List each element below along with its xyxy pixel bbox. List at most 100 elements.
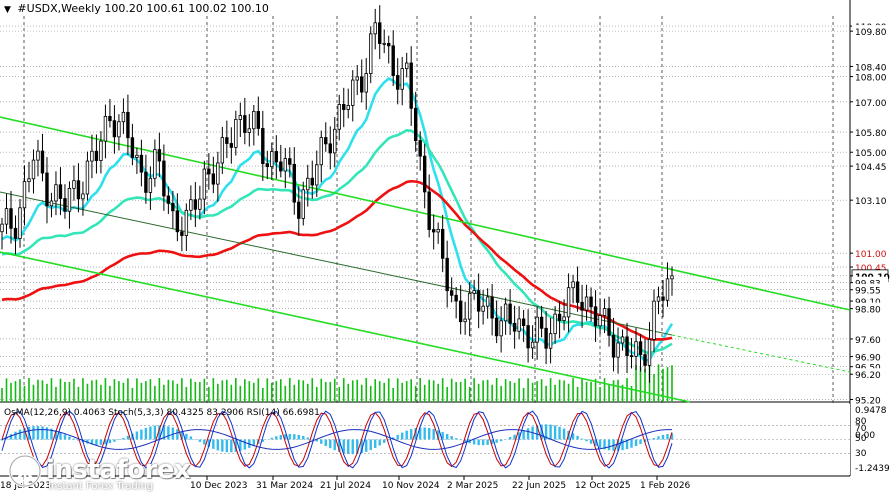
volume-bar [275,381,278,402]
osma-bar [117,439,121,441]
osma-bar [0,439,4,441]
osma-bar [90,439,94,445]
volume-bar [194,381,197,402]
candle-body [611,334,616,358]
candle-body [265,163,270,168]
volume-bar [297,379,300,402]
osma-bar [558,426,561,440]
osma-bar [50,428,53,440]
osma-bar [14,431,17,440]
osma-bar [176,429,179,440]
osma-bar [522,430,525,440]
volume-bar [365,378,368,402]
osma-bar [45,427,49,440]
osma-bar [32,426,35,440]
osma-bar [621,439,624,451]
osma-bar [468,439,471,444]
candle-body [270,151,274,168]
price-tick-label: 99.55 [855,287,881,297]
volume-bar [41,380,44,402]
candle-body [202,168,207,200]
volume-bar [73,378,75,402]
candle-body [189,199,193,211]
time-tick-label: 10 Nov 2024 [382,481,440,491]
candle-body [638,341,643,355]
volume-bar [576,386,579,402]
osma-bar [544,424,548,440]
trendline [0,191,673,336]
candle-body [211,173,216,185]
volume-bar [626,378,628,402]
triangle-down-icon[interactable]: ▼ [4,5,11,15]
volume-bar [82,378,84,402]
price-label-bg [852,350,888,363]
osma-bar [418,427,422,440]
osma-bar [589,439,593,444]
volume-bar [581,378,583,402]
osma-bar [616,439,620,451]
volume-bar [306,383,309,402]
candle-body [261,128,265,165]
volume-bar [333,378,336,402]
volume-bar [253,382,255,402]
candle-body [0,223,4,233]
volume-bar [324,381,327,402]
osma-bar [185,433,188,440]
osma-bar [603,439,606,450]
osma-bar [122,438,125,440]
candle-body [310,177,314,186]
osma-bar [666,434,669,440]
volume-bar [653,373,655,402]
osma-bar [158,425,161,440]
candle-body [418,140,422,157]
volume-bar [477,383,480,402]
osma-bar [252,439,256,446]
osma-bar [472,439,476,445]
volume-bar [208,386,210,402]
osma-bar [234,439,238,452]
candle-body [665,278,670,301]
price-label-bg [852,60,888,73]
osma-bar [495,439,498,443]
volume-bar [414,385,417,402]
candle-body [54,184,58,202]
candle-body [566,287,571,318]
osma-bar [571,433,575,440]
osma-bar [630,439,633,448]
candle-body [90,150,94,162]
candle-body [229,143,234,148]
osma-bar [661,434,665,440]
price-label-bg [852,160,888,173]
osma-bar [171,427,175,440]
candle-body [81,193,85,200]
candle-body [135,154,139,158]
osma-bar [517,432,521,440]
osma-bar [275,436,278,440]
volume-bar [392,387,395,402]
candle-body [297,201,301,219]
candle-body [292,163,296,203]
oscillator-scale-label: 50 [855,434,867,444]
osma-bar [54,430,58,440]
candle-body [481,305,485,312]
volume-bar [527,378,529,402]
candle-body [117,121,121,138]
volume-bar [464,378,466,402]
volume-bar [293,384,296,402]
volume-bar [131,387,134,402]
oscillator-scale-label: 0.9478 [855,406,887,416]
volume-bar [473,378,475,402]
candle-body [387,42,391,47]
volume-bar [248,381,251,402]
volume-bar [437,383,439,402]
osma-bar [441,432,444,440]
osma-bar [374,439,377,448]
candle-body [530,341,535,349]
volume-bar [486,379,489,402]
volume-bar [181,378,183,402]
candle-body [598,315,602,327]
candle-body [616,342,620,358]
osma-bar [360,439,363,454]
volume-bar [657,364,660,402]
